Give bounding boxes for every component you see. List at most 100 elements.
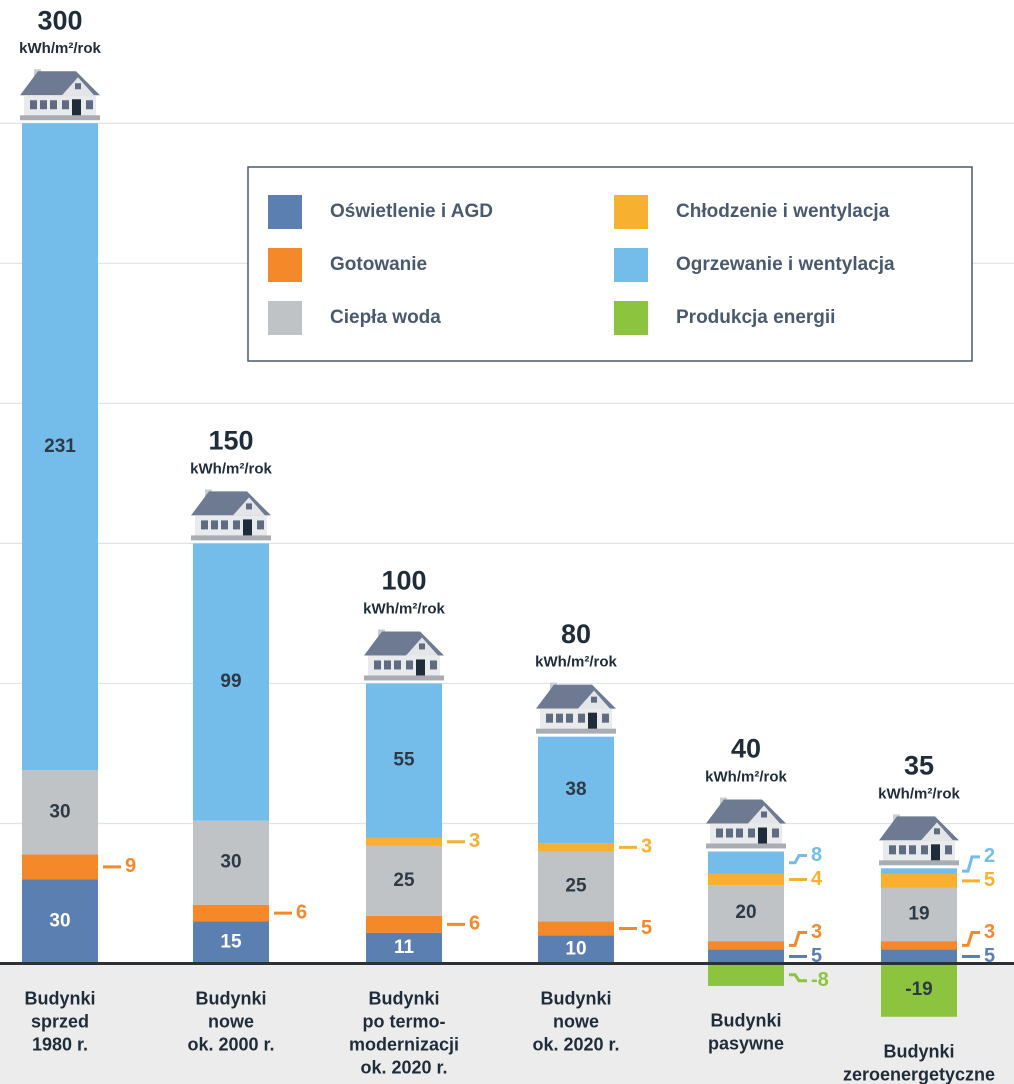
bar-segment [538, 935, 614, 964]
bar-segment [881, 941, 957, 950]
house-base [706, 843, 786, 849]
house-window [257, 520, 264, 530]
value-label: 15 [220, 932, 242, 953]
x-tick-label: Budynki [24, 988, 95, 1008]
value-label: 6 [296, 901, 307, 923]
total-label: 35 [904, 750, 934, 780]
bar-segment [22, 123, 98, 771]
house-window [374, 660, 381, 670]
bar-segment [708, 941, 784, 950]
total-unit: kWh/m²/rok [19, 40, 101, 57]
bar-segment [22, 854, 98, 880]
house-window [86, 100, 93, 110]
value-label: -8 [811, 969, 829, 991]
value-label: 5 [984, 869, 995, 891]
total-label: 100 [381, 566, 426, 596]
x-tick-label: Budynki [883, 1042, 954, 1062]
house-icon [706, 797, 786, 849]
bar-segment [538, 843, 614, 852]
house-base [191, 535, 271, 541]
house-window [233, 520, 240, 530]
label-connector [789, 931, 807, 947]
total-unit: kWh/m²/rok [535, 654, 617, 671]
house-base [536, 728, 616, 734]
value-label: 10 [565, 939, 586, 960]
house-icon [364, 629, 444, 681]
value-label: 5 [984, 945, 995, 967]
house-window [40, 100, 47, 110]
bar-segment [708, 851, 784, 874]
house-icon [536, 682, 616, 734]
total-unit: kWh/m²/rok [705, 768, 787, 785]
house-window [945, 845, 952, 855]
total-label: 80 [561, 619, 591, 649]
house-door [72, 99, 81, 116]
value-label: 30 [49, 801, 70, 822]
bar-segment [22, 879, 98, 964]
house-door [588, 712, 597, 729]
house-window [50, 100, 57, 110]
bar-segment [193, 904, 269, 922]
house-base [20, 115, 100, 121]
house-attic-window [419, 643, 425, 650]
value-label: -19 [905, 979, 932, 1000]
total-unit: kWh/m²/rok [363, 600, 445, 617]
value-label: 25 [393, 870, 415, 891]
bar-segment [366, 915, 442, 933]
legend-label: Ogrzewanie i wentylacja [676, 254, 895, 275]
value-label: 11 [394, 937, 415, 958]
house-attic-window [761, 811, 767, 818]
house-window [716, 828, 723, 838]
house-base [879, 860, 959, 866]
value-label: 99 [220, 671, 241, 692]
value-label: 30 [49, 911, 70, 932]
house-window [211, 520, 218, 530]
house-attic-window [75, 83, 81, 90]
house-window [384, 660, 391, 670]
value-label: 19 [908, 904, 929, 925]
legend-label: Gotowanie [330, 254, 427, 275]
value-label: 3 [641, 836, 652, 858]
house-window [889, 845, 896, 855]
value-label: 5 [811, 945, 822, 967]
bar-segment [708, 949, 784, 964]
bar-segment [708, 873, 784, 886]
house-window [394, 660, 401, 670]
house-window [921, 845, 928, 855]
value-label: 8 [811, 844, 822, 866]
house-attic-window [246, 503, 252, 510]
house-window [748, 828, 755, 838]
house-icon [191, 489, 271, 541]
house-window [726, 828, 733, 838]
house-icon [20, 69, 100, 121]
bar-segment [708, 885, 784, 942]
house-door [243, 519, 252, 536]
value-label: 5 [641, 917, 652, 939]
legend-box [247, 166, 973, 362]
x-tick-label: Budynki [540, 988, 611, 1008]
house-window [566, 713, 573, 723]
legend-swatch [614, 195, 648, 229]
x-tick-label: nowe [553, 1011, 599, 1031]
value-label: 4 [811, 868, 823, 890]
total-label: 300 [37, 5, 82, 35]
legend-swatch [614, 301, 648, 335]
value-label: 2 [984, 845, 995, 867]
bar-segment [538, 736, 614, 844]
legend: Oświetlenie i AGD Gotowanie Ciepła woda Chł… [268, 195, 895, 335]
value-label: 20 [735, 902, 756, 923]
bar-segment [881, 873, 957, 888]
house-door [416, 659, 425, 676]
x-tick-label: pasywne [708, 1034, 784, 1054]
legend-swatch [268, 195, 302, 229]
house-door [931, 844, 940, 861]
value-label: 3 [811, 921, 822, 943]
label-connector [789, 973, 807, 983]
bar-segment [193, 820, 269, 905]
house-window [556, 713, 563, 723]
house-window [201, 520, 208, 530]
value-label: 9 [125, 855, 136, 877]
